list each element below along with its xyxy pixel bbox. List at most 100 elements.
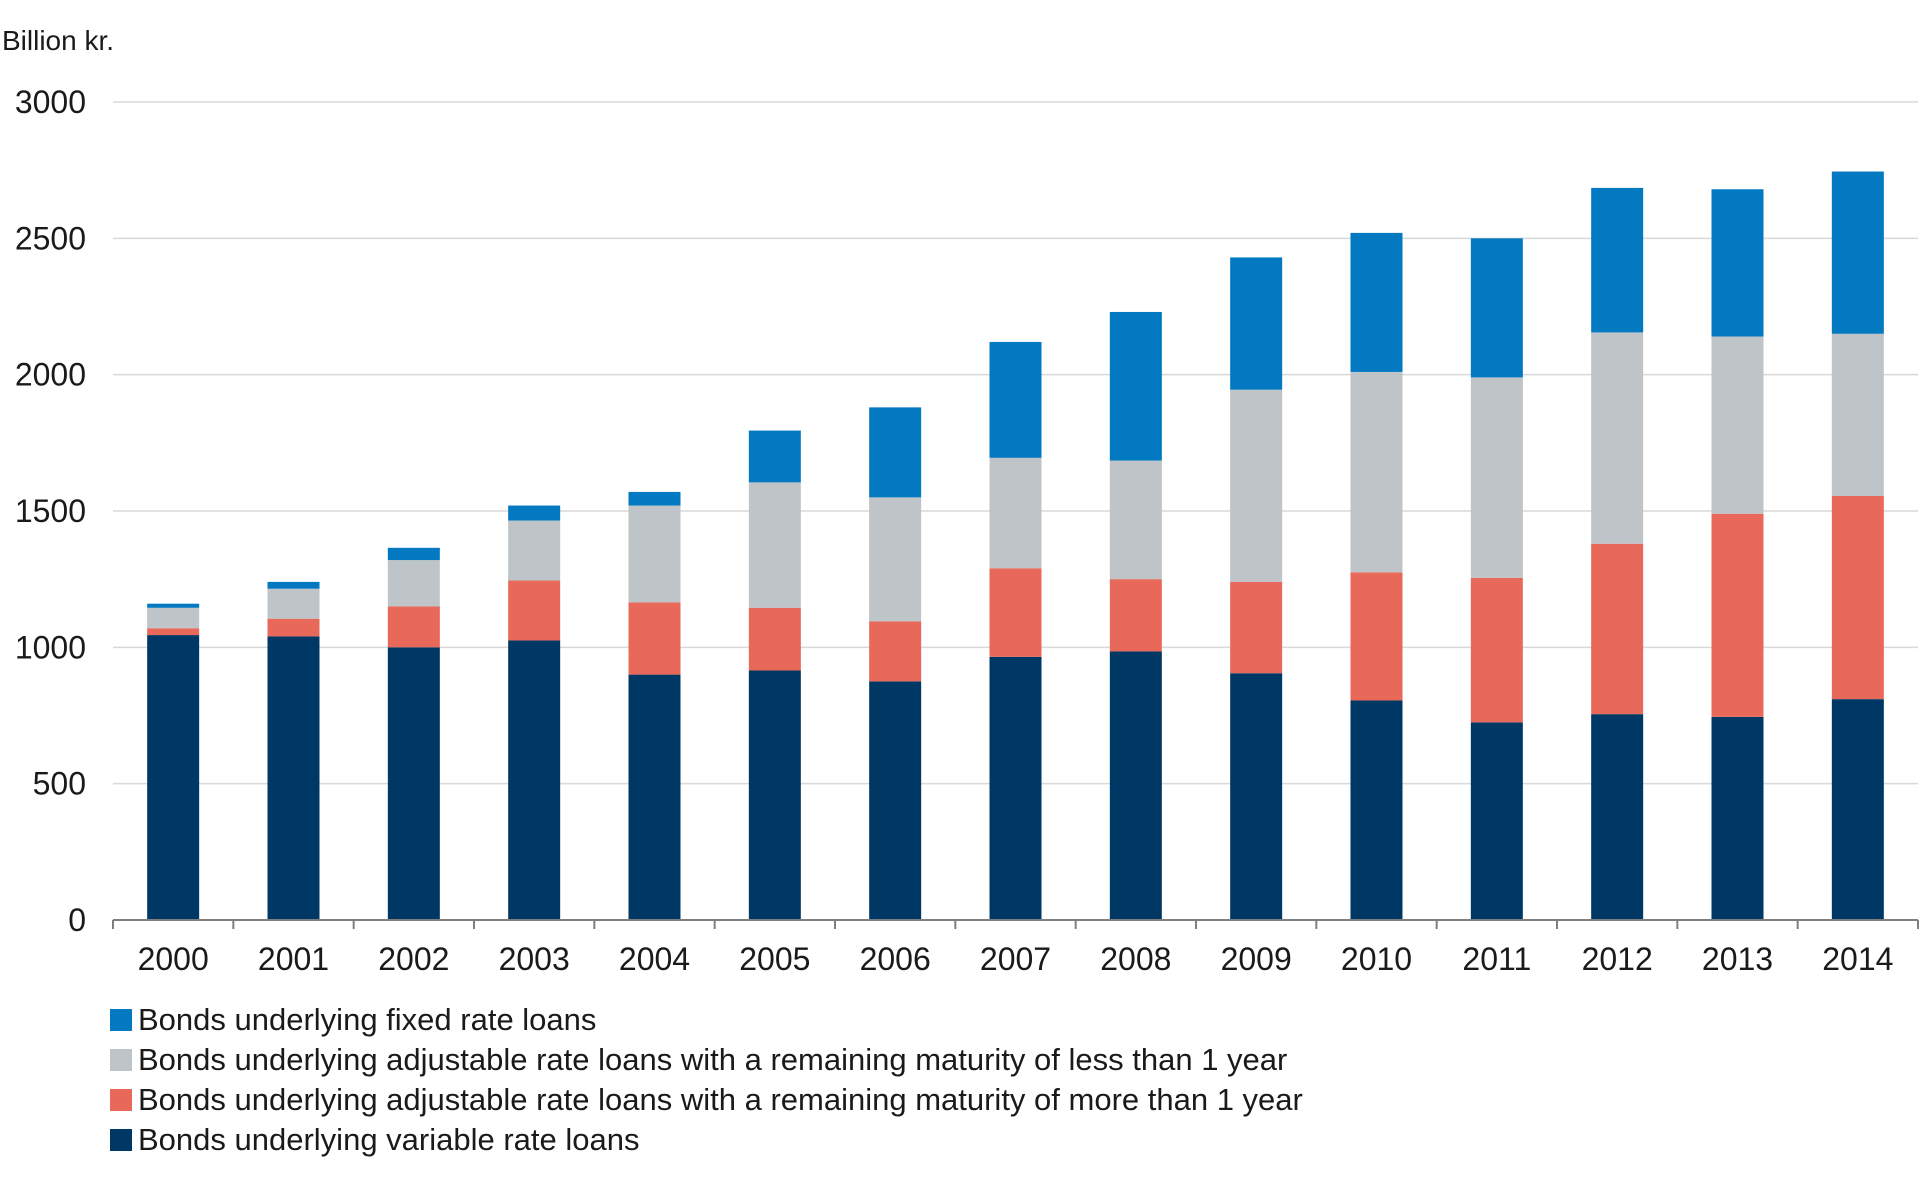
legend-swatch bbox=[110, 1089, 132, 1111]
bar-segment bbox=[748, 670, 801, 920]
x-tick-label: 2011 bbox=[1462, 941, 1531, 977]
bar-segment bbox=[147, 628, 200, 636]
legend-item: Bonds underlying fixed rate loans bbox=[110, 1000, 1303, 1040]
bar-segment bbox=[1350, 232, 1403, 372]
bar-segment bbox=[989, 457, 1042, 569]
x-tick-label: 2003 bbox=[499, 941, 570, 977]
bar-segment bbox=[387, 560, 440, 607]
bar-segment bbox=[267, 588, 320, 619]
x-tick-label: 2012 bbox=[1582, 941, 1653, 977]
y-axis-title: Billion kr. bbox=[2, 25, 114, 56]
bar-segment bbox=[387, 647, 440, 920]
bar-segment bbox=[869, 407, 922, 498]
bar-segment bbox=[628, 491, 681, 506]
bar-segment bbox=[1230, 673, 1283, 920]
legend-label: Bonds underlying fixed rate loans bbox=[138, 1002, 597, 1037]
bar-segment bbox=[1470, 577, 1523, 723]
bar-segment bbox=[1591, 543, 1644, 715]
bar-segment bbox=[1831, 171, 1884, 334]
bar-segment bbox=[1711, 336, 1764, 514]
bar-segment bbox=[147, 603, 200, 608]
bar-segment bbox=[1831, 496, 1884, 700]
bar-segment bbox=[267, 636, 320, 920]
bar-segment bbox=[628, 674, 681, 920]
bar-segment bbox=[1230, 581, 1283, 674]
legend-item: Bonds underlying variable rate loans bbox=[110, 1120, 1303, 1160]
bar-segment bbox=[1109, 651, 1162, 920]
bar-segment bbox=[1711, 716, 1764, 920]
bar-segment bbox=[1230, 389, 1283, 582]
bar-segment bbox=[1591, 714, 1644, 920]
tick-labels: 0 500 1000 1500 2000 2500 3000 2000 2001 2002 2003… bbox=[15, 84, 1894, 977]
x-tick-label: 2001 bbox=[258, 941, 329, 977]
bar-segment bbox=[628, 505, 681, 603]
legend-item: Bonds underlying adjustable rate loans w… bbox=[110, 1080, 1303, 1120]
bar-segment bbox=[1831, 333, 1884, 497]
y-tick-label: 500 bbox=[33, 766, 86, 802]
bar-segment bbox=[508, 505, 561, 521]
bar-segment bbox=[1470, 377, 1523, 578]
bar-segment bbox=[508, 580, 561, 641]
x-tick-label: 2006 bbox=[860, 941, 931, 977]
axes bbox=[112, 919, 1919, 929]
x-tick-label: 2004 bbox=[619, 941, 690, 977]
bar-segment bbox=[1230, 257, 1283, 390]
bar-segment bbox=[508, 520, 561, 581]
bar-segment bbox=[748, 607, 801, 671]
bar-segment bbox=[147, 607, 200, 629]
bar-segment bbox=[869, 621, 922, 682]
x-tick-label: 2010 bbox=[1341, 941, 1412, 977]
bar-segment bbox=[1711, 189, 1764, 337]
legend-label: Bonds underlying adjustable rate loans w… bbox=[138, 1082, 1303, 1117]
bar-segment bbox=[1109, 579, 1162, 652]
x-tick-label: 2007 bbox=[980, 941, 1051, 977]
y-tick-label: 2000 bbox=[15, 357, 86, 393]
x-tick-label: 2008 bbox=[1100, 941, 1171, 977]
bar-segment bbox=[267, 618, 320, 637]
bar-segment bbox=[1350, 700, 1403, 920]
x-tick-label: 2000 bbox=[138, 941, 209, 977]
bar-segment bbox=[989, 341, 1042, 458]
bar-segment bbox=[1711, 513, 1764, 717]
legend-swatch bbox=[110, 1049, 132, 1071]
bar-segment bbox=[267, 581, 320, 589]
legend-item: Bonds underlying adjustable rate loans w… bbox=[110, 1040, 1303, 1080]
x-tick-label: 2013 bbox=[1702, 941, 1773, 977]
bar-segment bbox=[147, 635, 200, 920]
bars bbox=[147, 171, 1884, 920]
y-tick-label: 1500 bbox=[15, 493, 86, 529]
x-tick-label: 2009 bbox=[1221, 941, 1292, 977]
bar-segment bbox=[1109, 311, 1162, 461]
bar-segment bbox=[1350, 572, 1403, 701]
bar-segment bbox=[1591, 332, 1644, 544]
bar-segment bbox=[989, 656, 1042, 920]
bar-segment bbox=[869, 681, 922, 920]
legend-label: Bonds underlying adjustable rate loans w… bbox=[138, 1042, 1288, 1077]
bar-segment bbox=[989, 568, 1042, 657]
y-tick-label: 0 bbox=[68, 902, 86, 938]
y-tick-label: 1000 bbox=[15, 629, 86, 665]
bar-segment bbox=[748, 430, 801, 483]
bar-segment bbox=[628, 602, 681, 675]
legend: Bonds underlying fixed rate loans Bonds u… bbox=[110, 1000, 1303, 1160]
y-tick-label: 2500 bbox=[15, 220, 86, 256]
bar-segment bbox=[387, 606, 440, 648]
legend-label: Bonds underlying variable rate loans bbox=[138, 1122, 640, 1157]
x-tick-label: 2005 bbox=[739, 941, 810, 977]
bar-segment bbox=[1350, 371, 1403, 573]
y-tick-label: 3000 bbox=[15, 84, 86, 120]
bar-segment bbox=[1831, 699, 1884, 920]
legend-swatch bbox=[110, 1129, 132, 1151]
bar-segment bbox=[1591, 187, 1644, 333]
bar-segment bbox=[1470, 238, 1523, 378]
bar-segment bbox=[387, 547, 440, 561]
bar-segment bbox=[1470, 722, 1523, 920]
x-tick-label: 2002 bbox=[378, 941, 449, 977]
bar-segment bbox=[869, 497, 922, 622]
bar-segment bbox=[748, 482, 801, 608]
bar-segment bbox=[1109, 460, 1162, 580]
x-tick-label: 2014 bbox=[1822, 941, 1893, 977]
bar-segment bbox=[508, 640, 561, 920]
legend-swatch bbox=[110, 1009, 132, 1031]
